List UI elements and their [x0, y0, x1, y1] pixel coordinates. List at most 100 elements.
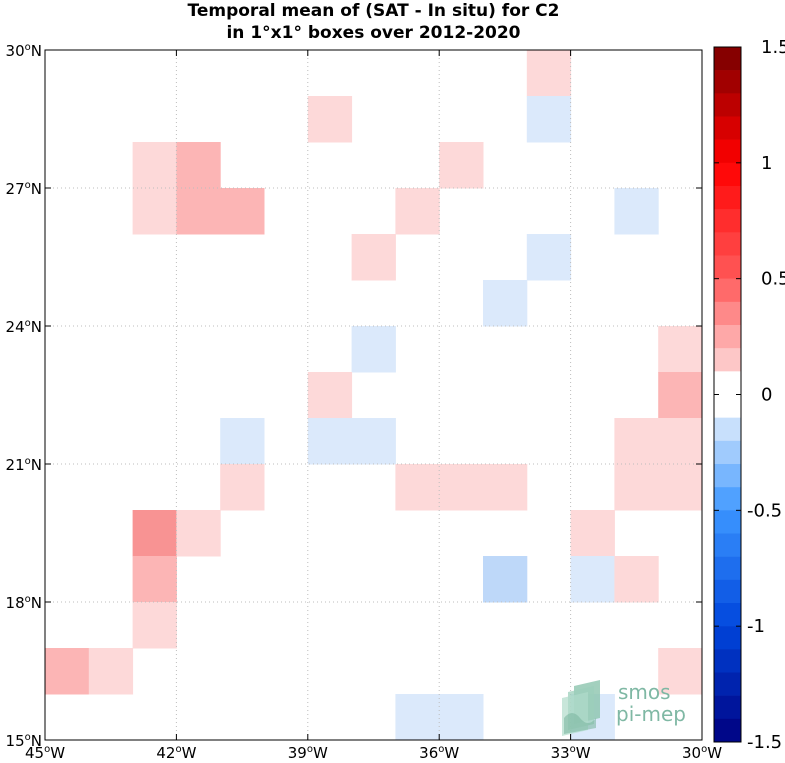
colorbar-segment-21 [714, 533, 741, 557]
colorbar-label-2: 0.5 [761, 269, 785, 290]
heatmap-cell-39 [658, 648, 703, 695]
colorbar-segment-25 [714, 626, 741, 650]
colorbar-segment-26 [714, 649, 741, 673]
heatmap-cell-20 [351, 418, 396, 465]
y-tick-label-5: 15oN [6, 732, 42, 750]
colorbar-segment-1 [714, 70, 741, 94]
colorbar-segment-11 [714, 301, 741, 326]
colorbar-segment-20 [714, 510, 741, 534]
plot-frame [44, 49, 703, 741]
colorbar-segment-8 [714, 232, 741, 256]
x-tick-label-1: 42oW [156, 744, 196, 762]
x-tick-label-2: 39oW [288, 744, 328, 762]
heatmap-cell-11 [351, 234, 396, 281]
colorbar-segment-12 [714, 325, 741, 349]
colorbar-segment-24 [714, 603, 741, 627]
colorbar-segment-7 [714, 209, 741, 233]
colorbar-segment-27 [714, 672, 741, 696]
colorbar-segment-23 [714, 579, 741, 604]
heatmap-cell-0 [526, 50, 572, 97]
heatmap-cell-30 [176, 510, 221, 557]
heatmap-cell-5 [439, 142, 484, 189]
heatmap-cell-26 [483, 464, 528, 511]
heatmap-cell-24 [395, 464, 440, 511]
colorbar-label-5: -1 [747, 616, 765, 637]
colorbar-segment-4 [714, 139, 741, 164]
x-tick-label-3: 36oW [419, 744, 459, 762]
heatmap-cell-15 [658, 326, 703, 373]
heatmap-cell-33 [483, 556, 528, 603]
heatmap-cell-37 [45, 648, 90, 695]
x-tick-label-4: 33oW [551, 744, 591, 762]
chart-title-line-1: Temporal mean of (SAT - In situ) for C2 [187, 1, 560, 21]
heatmap-cell-35 [614, 556, 659, 603]
smos-pimep-logo: smos pi-mep [560, 678, 710, 738]
heatmap-cell-38 [88, 648, 134, 695]
chart-title-line-2: in 1°x1° boxes over 2012-2020 [226, 23, 521, 43]
colorbar-segment-13 [714, 348, 741, 372]
heatmap-cell-12 [526, 234, 572, 281]
ticks-layer: 45oW 42oW 39oW 36oW 33oW 30oW 30oN 27oN 24oN 21oN… [6, 42, 723, 762]
heatmap-cell-40 [395, 694, 440, 741]
heatmap-cell-10 [614, 188, 659, 235]
colorbar-segment-16 [714, 417, 741, 442]
heatmap-cell-16 [307, 372, 353, 419]
colorbar-segment-5 [714, 162, 741, 187]
heatmap-cell-27 [614, 464, 659, 511]
y-tick-label-4: 18oN [6, 594, 42, 612]
heatmap-cell-25 [439, 464, 484, 511]
heatmap-cell-9 [395, 188, 440, 235]
cells-layer [45, 50, 703, 741]
colorbar-segment-10 [714, 278, 741, 303]
heatmap-cell-41 [439, 694, 484, 741]
colorbar-label-4: -0.5 [747, 500, 782, 521]
colorbar-segment-22 [714, 556, 741, 581]
heatmap-cell-31 [570, 510, 615, 557]
heatmap-cell-36 [132, 602, 177, 649]
heatmap-cell-3 [132, 142, 177, 189]
heatmap-cell-21 [614, 418, 659, 465]
colorbar-segment-19 [714, 487, 741, 511]
heatmap-cell-17 [658, 372, 703, 419]
logo-text-pimep: pi-mep [616, 702, 686, 726]
colorbar-label-6: -1.5 [747, 732, 782, 753]
heatmap-cell-4 [176, 142, 221, 189]
heatmap-cell-32 [132, 556, 177, 603]
heatmap-cell-1 [526, 96, 572, 143]
y-tick-label-2: 24oN [6, 318, 42, 336]
heatmap-cell-2 [307, 96, 353, 143]
colorbar-segment-2 [714, 93, 741, 117]
y-tick-label-0: 30oN [6, 42, 42, 60]
colorbar-segment-14 [714, 371, 741, 395]
colorbar-segment-0 [714, 47, 741, 71]
colorbar-segment-29 [714, 718, 741, 743]
grid-layer [45, 50, 702, 740]
heatmap-cell-28 [658, 464, 703, 511]
heatmap-cell-23 [220, 464, 265, 511]
y-tick-label-1: 27oN [6, 180, 42, 198]
colorbar-segment-9 [714, 255, 741, 279]
heatmap-cell-34 [570, 556, 615, 603]
colorbar-label-3: 0 [761, 385, 772, 406]
colorbar: 1.5 1 0.5 0 -0.5 -1 -1.5 [713, 37, 785, 753]
logo-waves-icon [562, 680, 600, 736]
colorbar-label-0: 1.5 [761, 37, 785, 58]
colorbar-segment-18 [714, 464, 741, 488]
colorbar-segment-28 [714, 695, 741, 720]
heatmap-cell-29 [132, 510, 177, 557]
heatmap-cell-13 [483, 280, 528, 327]
heatmap-cell-7 [176, 188, 221, 235]
chart-title: Temporal mean of (SAT - In situ) for C2 … [45, 0, 702, 44]
heatmap-cell-8 [220, 188, 265, 235]
x-tick-label-5: 30oW [682, 744, 722, 762]
colorbar-segment-3 [714, 116, 741, 140]
heatmap-cell-22 [658, 418, 703, 465]
y-tick-label-3: 21oN [6, 456, 42, 474]
heatmap-cell-6 [132, 188, 177, 235]
heatmap-cell-14 [351, 326, 396, 373]
colorbar-segment-6 [714, 186, 741, 210]
x-tick-label-0: 45oW [25, 744, 65, 762]
colorbar-segment-15 [714, 394, 741, 418]
heatmap-cell-18 [220, 418, 265, 465]
